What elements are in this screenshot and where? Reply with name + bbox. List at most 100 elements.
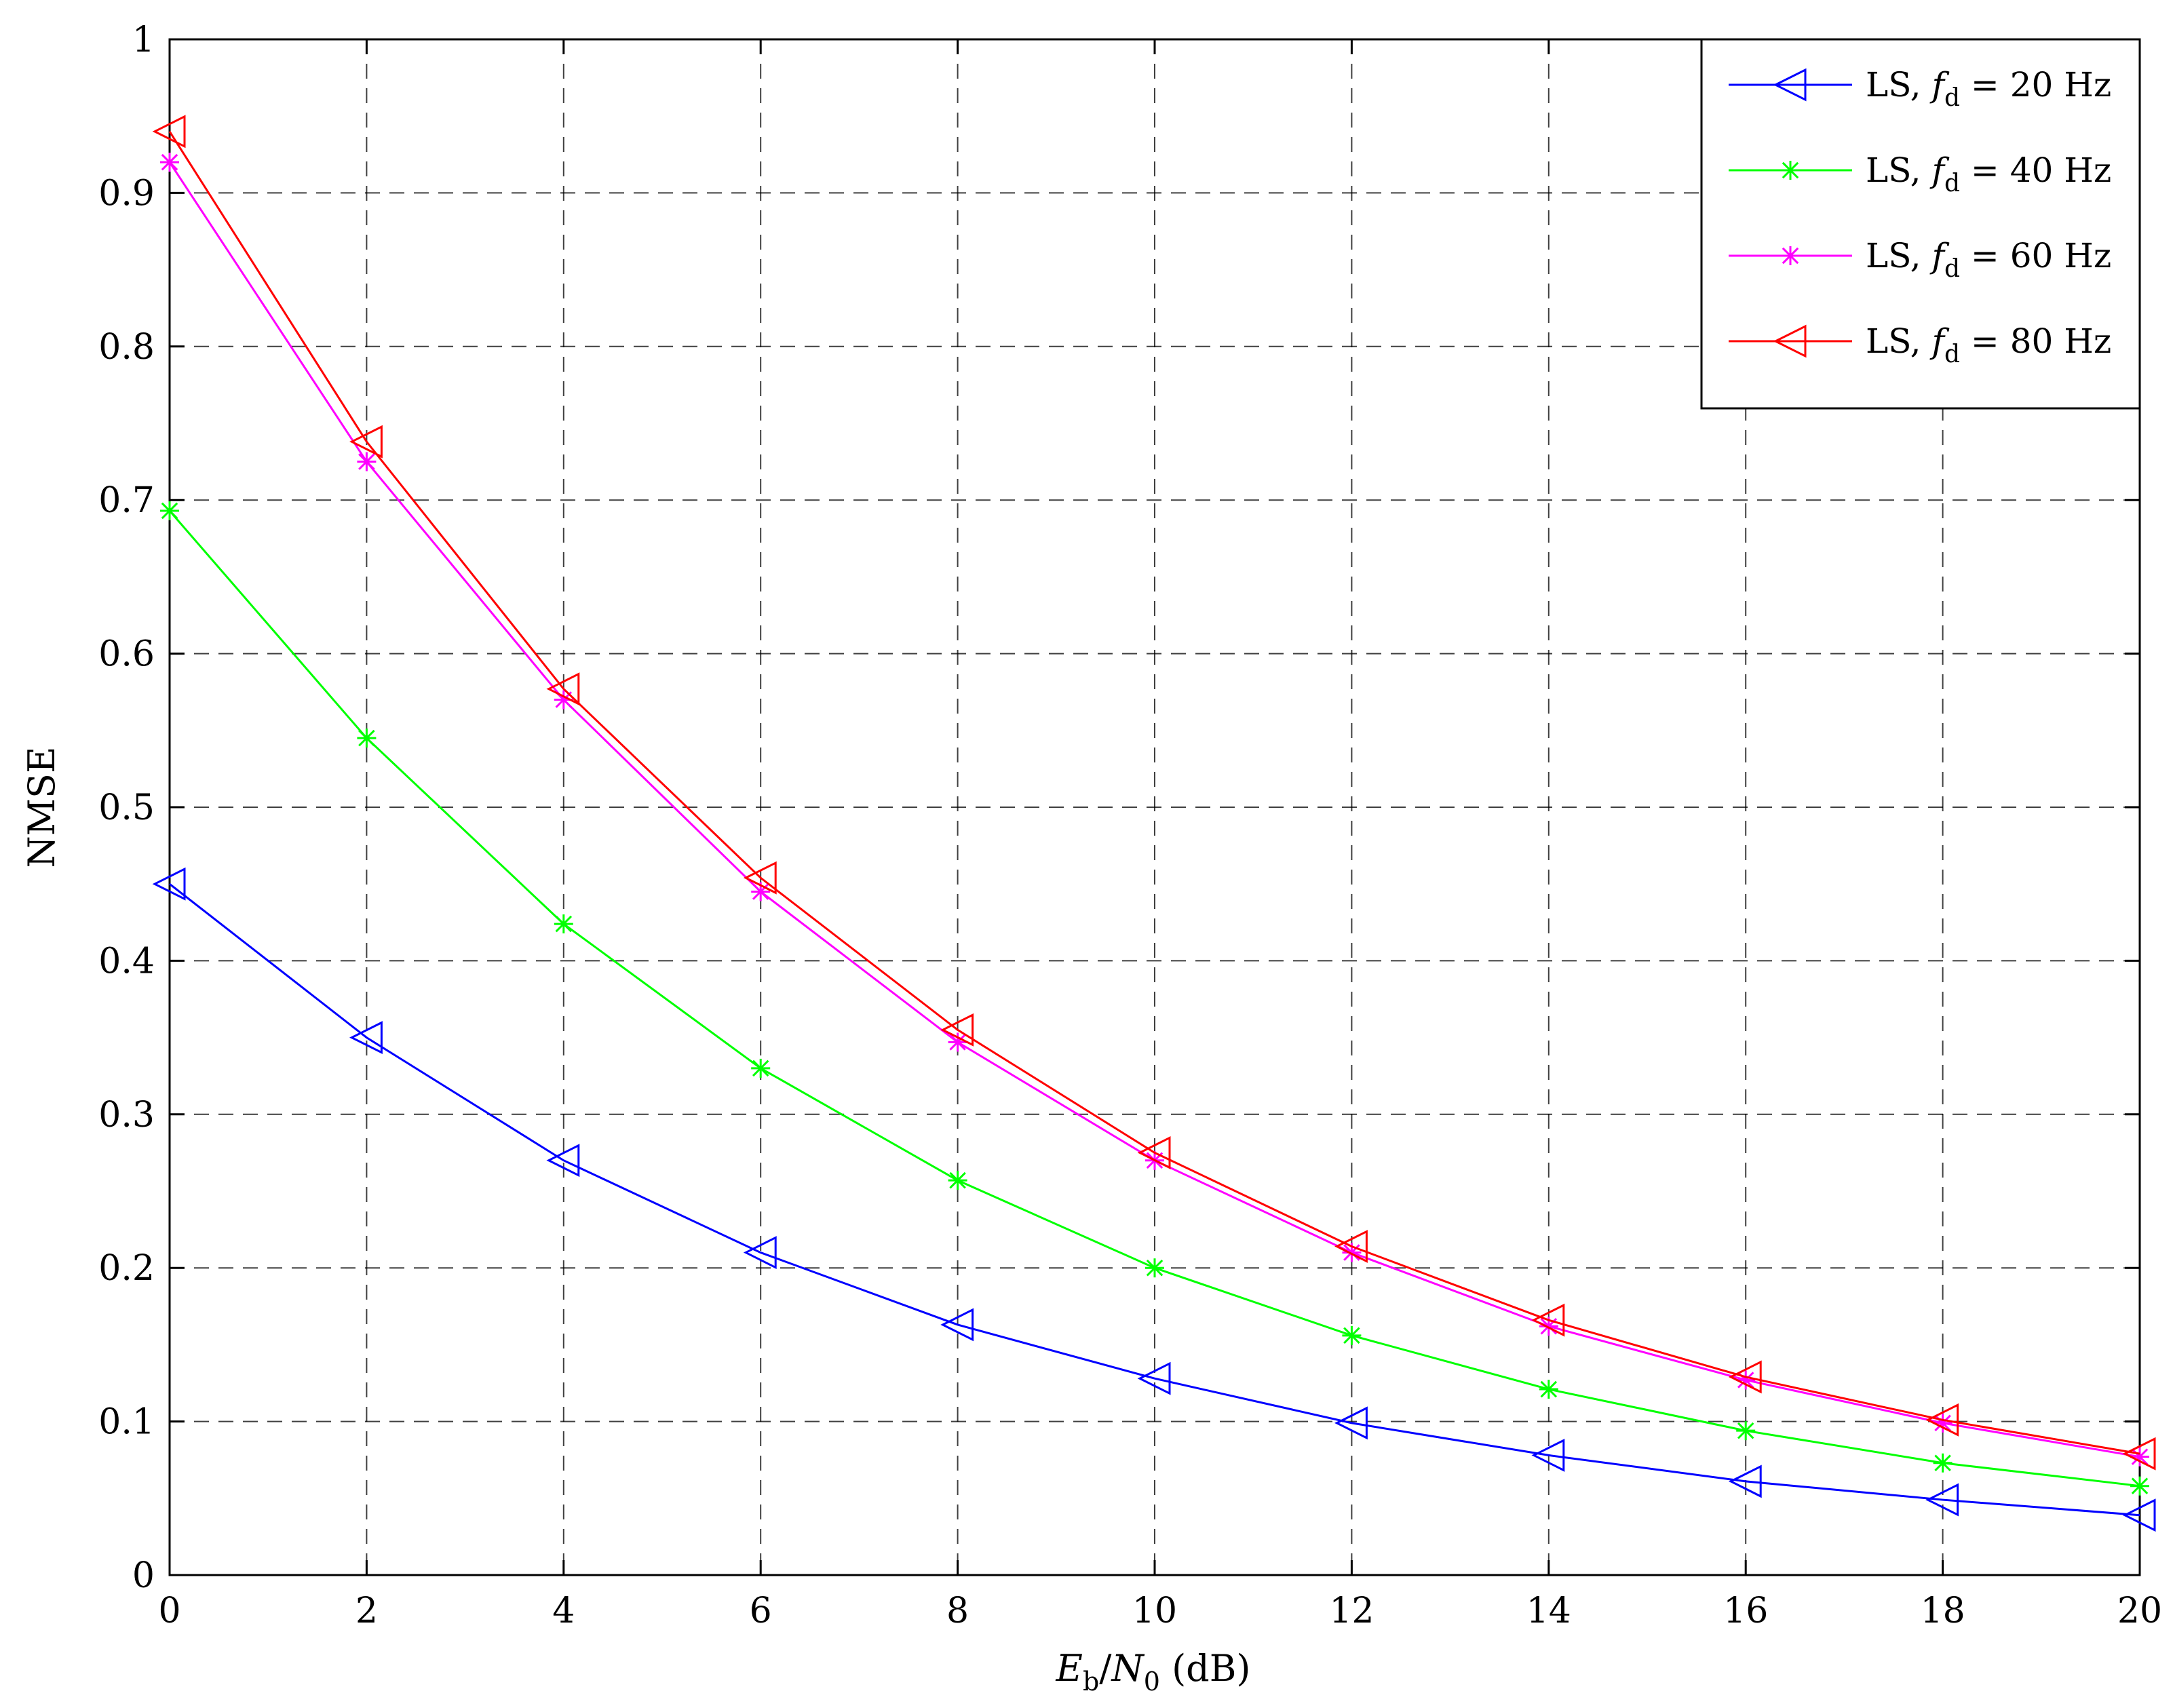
x-axis-label: Eb/N0 (dB) — [1056, 1647, 1251, 1696]
data-point — [1925, 1403, 1959, 1437]
data-point — [1531, 1303, 1565, 1337]
marker-stroke — [2131, 1448, 2149, 1465]
legend-items: LS, fd = 20 Hz LS, fd = 40 Hz LS, fd = 60 … — [1729, 65, 2111, 368]
data-point — [1137, 1136, 1171, 1169]
legend-label: LS, fd = 20 Hz — [1866, 65, 2111, 112]
y-tick-label: 0.5 — [98, 788, 155, 828]
data-point — [751, 1058, 771, 1078]
data-point — [2122, 1437, 2156, 1471]
data-point — [1728, 1464, 1762, 1498]
legend-marker — [1781, 161, 1800, 180]
legend-label: LS, fd = 60 Hz — [1866, 236, 2111, 283]
y-tick-label: 0.1 — [98, 1402, 155, 1443]
marker-stroke — [358, 453, 375, 470]
x-tick-label: 0 — [158, 1591, 180, 1631]
marker-stroke — [1934, 1414, 1951, 1432]
data-point — [2122, 1498, 2156, 1532]
marker-stroke — [358, 729, 375, 747]
data-point — [1137, 1361, 1171, 1395]
marker-stroke — [752, 883, 769, 900]
legend-label: LS, fd = 40 Hz — [1866, 151, 2111, 197]
x-tick-label: 20 — [2117, 1591, 2162, 1631]
marker-stroke — [161, 153, 178, 171]
y-tick-label: 0.7 — [98, 480, 155, 521]
y-tick-label: 0.3 — [98, 1095, 155, 1136]
x-tick-label: 16 — [1723, 1591, 1768, 1631]
marker-stroke — [555, 915, 573, 933]
data-point — [940, 1308, 974, 1342]
legend-entry: LS, fd = 80 Hz — [1729, 322, 2111, 368]
series-1 — [152, 867, 2156, 1532]
legend-entry: LS, fd = 60 Hz — [1729, 236, 2111, 283]
marker-stroke — [1782, 247, 1799, 265]
data-point — [948, 1032, 967, 1052]
data-point — [152, 867, 186, 901]
y-tick-label: 0.2 — [98, 1248, 155, 1289]
x-tick-label: 2 — [355, 1591, 378, 1631]
marker-stroke — [1737, 1372, 1754, 1389]
marker-stroke — [1934, 1454, 1951, 1471]
series-layer — [152, 115, 2156, 1532]
data-point — [1334, 1406, 1368, 1440]
data-point — [2130, 1476, 2149, 1496]
y-tick-label: 0.9 — [98, 173, 155, 214]
x-tick-label: 12 — [1329, 1591, 1374, 1631]
data-point — [1539, 1380, 1558, 1399]
data-point — [357, 729, 377, 748]
marker-stroke — [949, 1171, 966, 1189]
legend: LS, fd = 20 Hz LS, fd = 40 Hz LS, fd = 60 … — [1700, 38, 2141, 410]
legend-label: LS, fd = 80 Hz — [1866, 322, 2111, 368]
legend-entry: LS, fd = 40 Hz — [1729, 151, 2111, 197]
y-tick-label: 0 — [132, 1555, 155, 1596]
data-point — [160, 501, 179, 521]
data-point — [1736, 1421, 1756, 1441]
data-point — [1145, 1258, 1164, 1278]
marker-stroke — [1737, 1422, 1754, 1439]
data-point — [160, 153, 179, 172]
data-point — [554, 914, 573, 934]
x-tick-label: 8 — [946, 1591, 969, 1631]
data-point — [546, 1144, 580, 1178]
data-point — [1728, 1360, 1762, 1394]
y-tick-label: 0.6 — [98, 634, 155, 675]
data-point — [2130, 1447, 2149, 1467]
marker-stroke — [2131, 1477, 2149, 1494]
data-point — [948, 1171, 967, 1190]
data-point — [940, 1013, 974, 1047]
data-point — [152, 115, 186, 149]
data-point — [743, 1236, 777, 1269]
data-point — [743, 861, 777, 895]
data-point — [546, 672, 580, 706]
marker-stroke — [1782, 161, 1799, 179]
y-axis-label: NMSE — [20, 747, 63, 868]
x-tick-label: 18 — [1921, 1591, 1965, 1631]
legend-box — [1700, 38, 2141, 410]
x-tick-label: 6 — [750, 1591, 772, 1631]
marker-stroke — [1146, 1259, 1164, 1277]
data-point — [1334, 1230, 1368, 1263]
x-tick-label: 4 — [552, 1591, 575, 1631]
series-4 — [152, 115, 2156, 1471]
data-point — [1531, 1438, 1565, 1472]
marker-stroke — [161, 502, 178, 520]
series-line — [169, 883, 2140, 1517]
data-point — [1925, 1483, 1959, 1517]
legend-entry: LS, fd = 20 Hz — [1729, 65, 2111, 112]
y-tick-label: 0.4 — [98, 941, 155, 982]
data-point — [1933, 1453, 1953, 1473]
marker-stroke — [1343, 1327, 1360, 1344]
data-point — [357, 452, 377, 471]
data-point — [349, 425, 383, 459]
series-2 — [160, 501, 2149, 1496]
legend-marker — [1781, 246, 1800, 265]
y-tick-label: 0.8 — [98, 327, 155, 368]
data-point — [1342, 1325, 1362, 1345]
legend-marker — [1773, 68, 1807, 102]
x-tick-label: 10 — [1132, 1591, 1177, 1631]
y-tick-label: 1 — [132, 20, 155, 60]
data-point — [349, 1021, 383, 1055]
series-line — [168, 131, 2140, 1455]
legend-marker — [1773, 324, 1807, 358]
marker-stroke — [1540, 1380, 1558, 1398]
